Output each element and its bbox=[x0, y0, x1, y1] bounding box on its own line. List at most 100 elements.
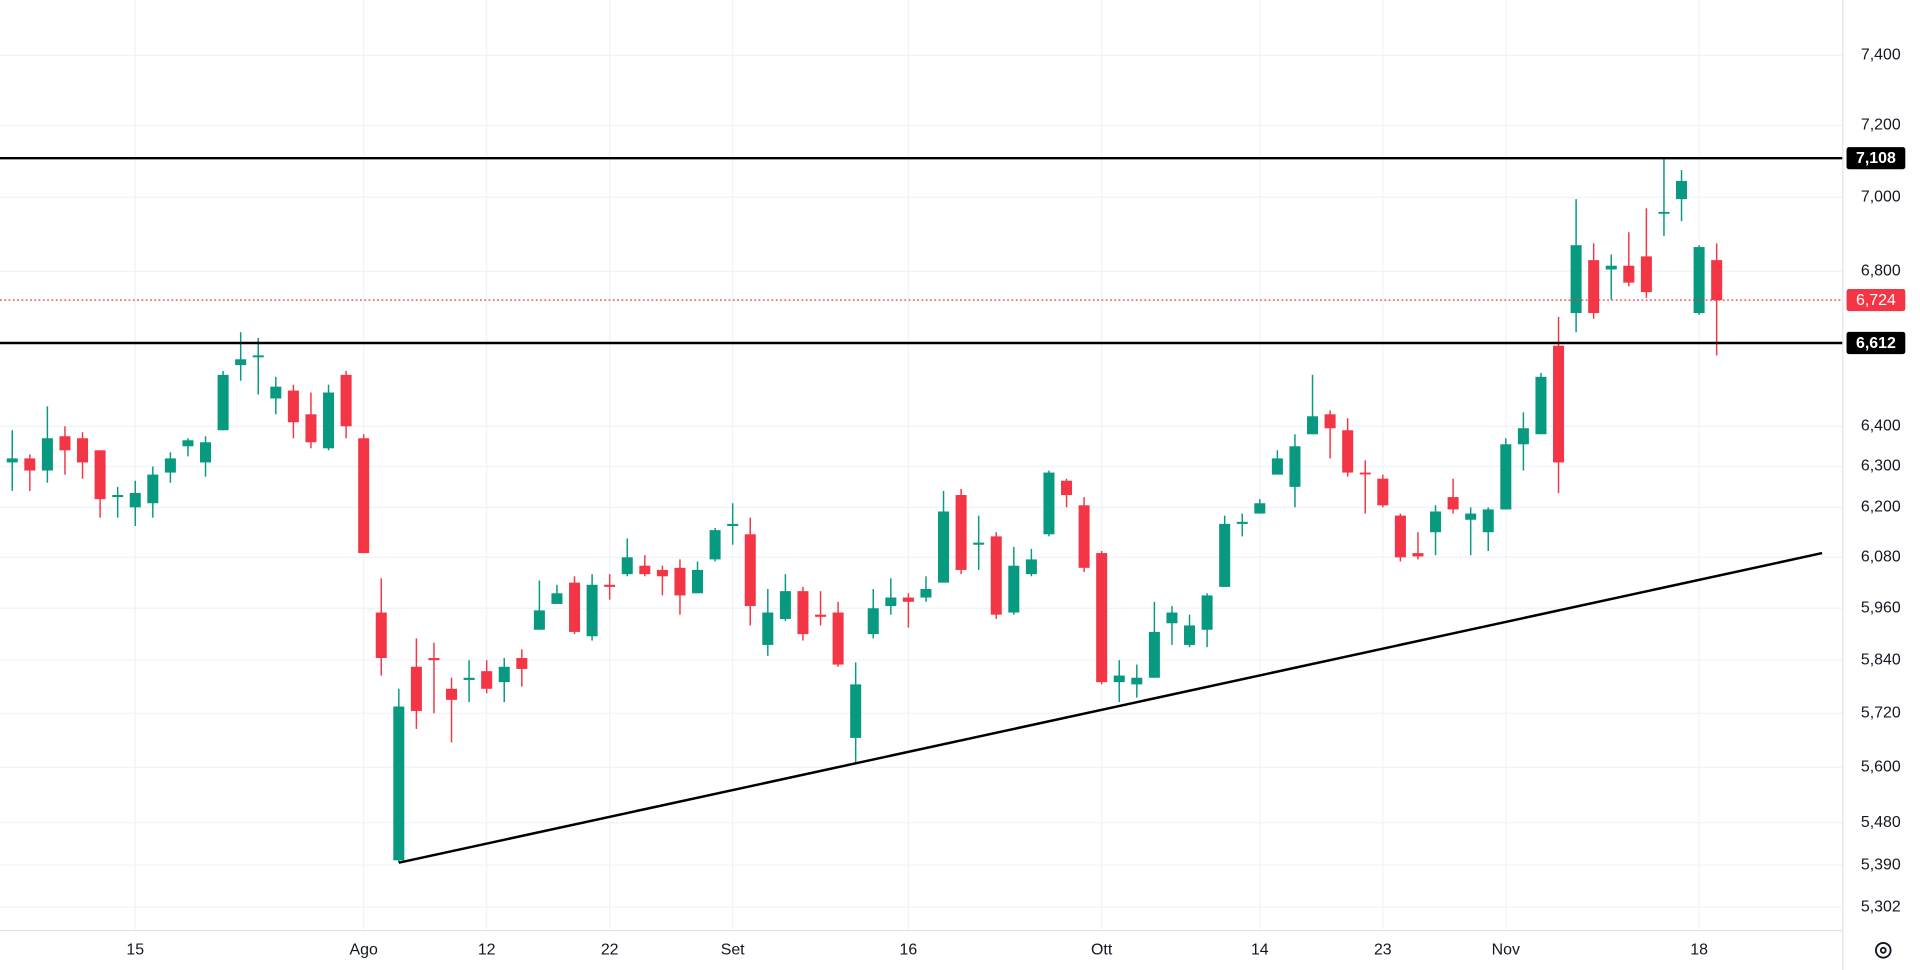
candle-body bbox=[1482, 509, 1494, 533]
candle-body bbox=[323, 392, 335, 449]
candle-body bbox=[1307, 416, 1319, 435]
candle-body bbox=[1201, 595, 1213, 630]
gear-center[interactable] bbox=[1879, 946, 1887, 954]
candle-body bbox=[1693, 247, 1705, 314]
candle-body bbox=[24, 458, 36, 471]
candle-body bbox=[779, 591, 791, 619]
candle-body bbox=[235, 359, 247, 366]
candle-body bbox=[182, 440, 194, 447]
candle-body bbox=[955, 495, 967, 570]
candle-body bbox=[938, 511, 950, 583]
candle-body bbox=[1500, 444, 1512, 510]
candle-body bbox=[129, 492, 141, 508]
candle-body bbox=[656, 569, 668, 577]
settings-icon[interactable] bbox=[1875, 941, 1892, 959]
candle-body bbox=[1588, 260, 1600, 314]
candle-body bbox=[147, 474, 159, 504]
y-tick-label: 6,400 bbox=[1861, 417, 1901, 434]
candle-body bbox=[867, 608, 879, 635]
y-tick-label: 6,300 bbox=[1861, 458, 1901, 475]
y-tick-label: 5,480 bbox=[1861, 814, 1901, 831]
candle-body bbox=[762, 612, 774, 645]
candle-body bbox=[1465, 513, 1477, 520]
candle-body bbox=[1570, 245, 1582, 314]
candle-body bbox=[850, 684, 862, 738]
x-tick-label: 18 bbox=[1690, 942, 1708, 959]
candle-body bbox=[164, 458, 176, 473]
x-tick-label: 23 bbox=[1374, 942, 1392, 959]
candle-body bbox=[340, 374, 352, 427]
candle-body bbox=[973, 542, 985, 545]
candle-body bbox=[1008, 565, 1020, 613]
x-tick-label: 16 bbox=[900, 942, 918, 959]
gear-outline[interactable] bbox=[1875, 941, 1892, 959]
candle-body bbox=[270, 386, 282, 399]
candle-body bbox=[1025, 559, 1037, 575]
y-tick-label: 6,080 bbox=[1861, 548, 1901, 565]
candle-body bbox=[463, 677, 475, 680]
candle-body bbox=[621, 557, 633, 575]
y-tick-label: 5,302 bbox=[1861, 898, 1901, 915]
candle-body bbox=[1148, 631, 1160, 678]
x-tick-label: 14 bbox=[1251, 942, 1269, 959]
candle-body bbox=[815, 614, 827, 617]
candle-body bbox=[1289, 446, 1301, 487]
candle-body bbox=[1430, 511, 1442, 533]
candle-body bbox=[77, 438, 89, 463]
candle-body bbox=[1113, 675, 1125, 683]
candle-body bbox=[604, 584, 616, 587]
candle-body bbox=[639, 565, 651, 575]
candle-body bbox=[252, 355, 264, 358]
level-label: 6,612 bbox=[1856, 335, 1896, 352]
y-tick-label: 7,200 bbox=[1861, 117, 1901, 134]
candle-body bbox=[446, 688, 458, 700]
candle-body bbox=[1342, 430, 1354, 473]
x-tick-label: Nov bbox=[1492, 942, 1520, 959]
candle-body bbox=[727, 523, 739, 526]
candle-body bbox=[1254, 503, 1266, 514]
candle-body bbox=[1447, 497, 1459, 510]
candle-body bbox=[6, 458, 18, 463]
candle-body bbox=[41, 438, 53, 471]
candle-body bbox=[832, 612, 844, 665]
candle-body bbox=[569, 582, 581, 632]
y-tick-label: 5,720 bbox=[1861, 704, 1901, 721]
candle-body bbox=[1096, 553, 1108, 683]
candle-body bbox=[1517, 428, 1529, 445]
candle-body bbox=[1658, 211, 1670, 214]
candle-body bbox=[1623, 265, 1635, 283]
candle-body bbox=[516, 658, 528, 669]
candle-body bbox=[533, 610, 545, 630]
candle-body bbox=[393, 706, 405, 861]
candle-body bbox=[481, 671, 493, 689]
candle-body bbox=[1061, 480, 1073, 496]
candle-body bbox=[586, 584, 598, 637]
candle-body bbox=[217, 374, 229, 431]
candle-body bbox=[1377, 478, 1389, 506]
candle-body bbox=[1711, 260, 1723, 301]
x-tick-label: Ott bbox=[1091, 942, 1113, 959]
candle-body bbox=[1131, 677, 1143, 685]
x-tick-label: 15 bbox=[126, 942, 144, 959]
candle-body bbox=[287, 390, 299, 423]
candle-body bbox=[1412, 553, 1424, 557]
candle-body bbox=[1271, 458, 1283, 475]
candle-body bbox=[1166, 612, 1178, 624]
candle-body bbox=[305, 414, 317, 443]
candle-body bbox=[1219, 523, 1231, 587]
y-tick-label: 5,600 bbox=[1861, 759, 1901, 776]
candle-body bbox=[410, 666, 422, 712]
candle-body bbox=[498, 666, 510, 683]
candle-body bbox=[428, 658, 440, 661]
candle-body bbox=[709, 530, 721, 560]
level-label-box bbox=[1846, 331, 1906, 355]
x-tick-label: Set bbox=[721, 942, 745, 959]
y-tick-label: 7,000 bbox=[1861, 188, 1901, 205]
candle-body bbox=[1535, 376, 1547, 435]
candle-body bbox=[94, 450, 106, 500]
candle-body bbox=[990, 536, 1002, 615]
y-tick-label: 5,390 bbox=[1861, 856, 1901, 873]
y-tick-label: 5,960 bbox=[1861, 599, 1901, 616]
last-price-label: 6,724 bbox=[1856, 292, 1896, 309]
